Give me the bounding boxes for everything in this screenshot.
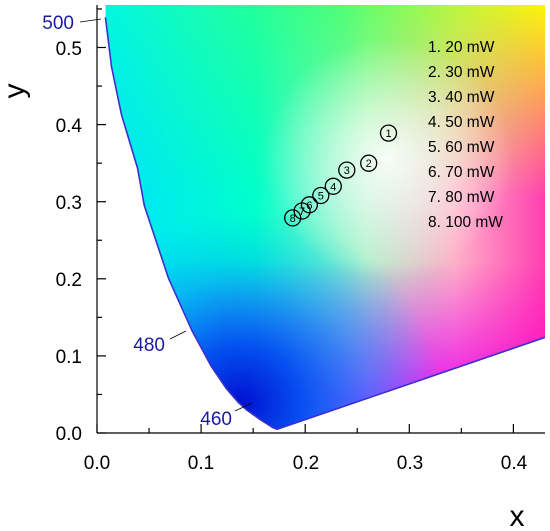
y-tick-label: 0.0 xyxy=(56,424,82,445)
data-point-marker xyxy=(360,154,378,172)
axis-ticks xyxy=(96,8,515,434)
y-tick-label: 0.1 xyxy=(56,347,82,368)
x-tick-label: 0.1 xyxy=(188,453,214,474)
x-tick-label: 0.4 xyxy=(501,453,528,474)
data-point-marker xyxy=(338,161,356,179)
legend-entry: 4. 50 mW xyxy=(428,114,495,131)
y-tick-labels: 0.0 0.1 0.2 0.3 0.4 0.5 xyxy=(56,39,83,445)
wl-500-leader xyxy=(79,18,102,23)
legend-entry: 1. 20 mW xyxy=(428,39,495,56)
wl-label-500: 500 xyxy=(42,13,74,34)
wl-label-460: 460 xyxy=(200,409,232,430)
legend-entry: 6. 70 mW xyxy=(428,164,495,181)
legend-entry: 5. 60 mW xyxy=(428,139,495,156)
legend-entry: 3. 40 mW xyxy=(428,89,495,106)
wl-460-leader xyxy=(234,402,253,412)
data-point-label: 5 xyxy=(318,191,324,203)
x-tick-label: 0.3 xyxy=(397,453,423,474)
legend-entry: 2. 30 mW xyxy=(428,64,495,81)
x-tick-labels: 0.0 0.1 0.2 0.3 0.4 xyxy=(84,453,528,474)
data-point-label: 7 xyxy=(299,206,305,218)
data-point-label: 3 xyxy=(344,165,350,177)
y-tick-label: 0.3 xyxy=(56,193,82,214)
axes xyxy=(96,5,545,434)
data-point-marker xyxy=(379,124,398,142)
data-point-marker xyxy=(284,209,302,227)
legend-entry: 7. 80 mW xyxy=(428,189,495,206)
data-point-label: 1 xyxy=(385,128,391,140)
y-axis-title: y xyxy=(0,84,31,99)
x-tick-label: 0.2 xyxy=(293,453,319,474)
data-point-label: 2 xyxy=(366,158,372,170)
data-point-marker xyxy=(312,186,330,205)
x-tick-label: 0.0 xyxy=(84,453,110,474)
legend-entry: 8. 100 mW xyxy=(428,214,503,231)
data-point-label: 4 xyxy=(330,181,336,193)
data-point-marker xyxy=(324,177,342,195)
data-point-label: 6 xyxy=(306,200,312,212)
y-tick-label: 0.4 xyxy=(56,116,83,137)
legend: 1. 20 mW 2. 30 mW 3. 40 mW 4. 50 mW 5. 6… xyxy=(428,39,503,231)
wl-480-leader xyxy=(169,330,187,340)
wl-label-480: 480 xyxy=(133,335,165,356)
y-tick-label: 0.5 xyxy=(56,39,82,60)
data-point-label: 8 xyxy=(290,213,296,225)
wavelength-labels: 500 480 460 xyxy=(42,13,253,430)
spectral-locus-line xyxy=(104,17,545,431)
data-point-marker xyxy=(293,202,311,220)
x-axis-title: x xyxy=(510,500,525,531)
y-tick-label: 0.2 xyxy=(56,270,82,291)
